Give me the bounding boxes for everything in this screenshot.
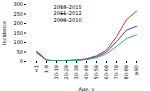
svg-text:80-89: 80-89 — [123, 65, 129, 80]
svg-text:<1: <1 — [33, 65, 39, 72]
svg-text:Incidence: Incidence — [1, 21, 7, 45]
svg-text:300: 300 — [13, 1, 23, 7]
svg-text:2008–2010: 2008–2010 — [54, 17, 82, 23]
svg-text:0: 0 — [20, 58, 23, 64]
svg-text:150: 150 — [13, 30, 23, 36]
svg-text:30-39: 30-39 — [73, 65, 79, 80]
svg-text:200: 200 — [13, 20, 23, 26]
svg-text:40-49: 40-49 — [83, 65, 89, 80]
svg-text:60-69: 60-69 — [103, 65, 109, 80]
svg-text:50-59: 50-59 — [93, 65, 99, 80]
svg-text:Age, y: Age, y — [79, 86, 95, 91]
svg-text:2013–2015: 2013–2015 — [54, 4, 82, 10]
svg-text:100: 100 — [13, 39, 23, 45]
svg-text:70-79: 70-79 — [113, 65, 119, 80]
svg-text:2011–2012: 2011–2012 — [54, 10, 82, 16]
svg-text:50: 50 — [17, 49, 23, 55]
svg-text:250: 250 — [13, 11, 23, 17]
svg-text:1-9: 1-9 — [43, 65, 49, 73]
svg-text:≥90: ≥90 — [133, 65, 139, 76]
svg-text:10-19: 10-19 — [53, 65, 59, 80]
svg-text:20-29: 20-29 — [63, 65, 69, 80]
